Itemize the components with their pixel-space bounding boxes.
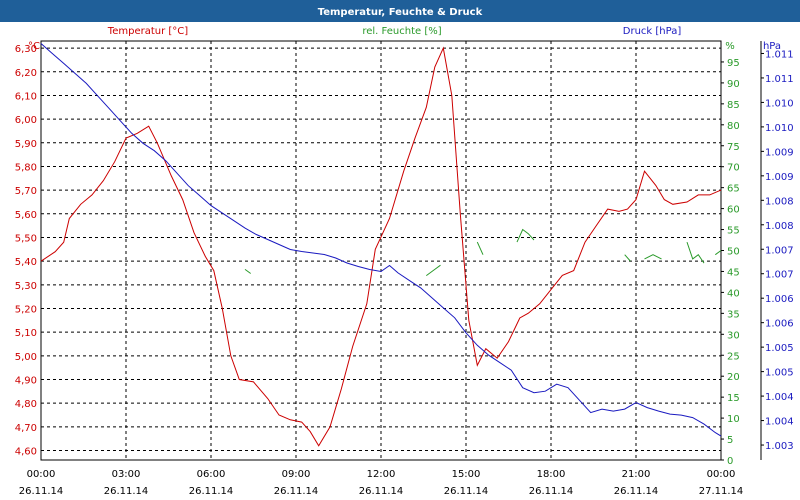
pressure-tick-label: 1.005 bbox=[765, 368, 794, 379]
temperature-tick-label: 4,60 bbox=[15, 447, 37, 458]
humidity-tick-label: 40 bbox=[727, 288, 740, 299]
temperature-tick-label: 5,20 bbox=[15, 304, 37, 315]
date-tick-label: 27.11.14 bbox=[699, 486, 744, 497]
temperature-tick-label: 4,90 bbox=[15, 376, 37, 387]
humidity-tick-label: 5 bbox=[727, 435, 733, 446]
pressure-tick-label: 1.003 bbox=[765, 441, 794, 452]
humidity-tick-label: 85 bbox=[727, 100, 740, 111]
humidity-line-segment bbox=[426, 264, 441, 277]
temperature-tick-label: 6,10 bbox=[15, 91, 37, 102]
time-tick-label: 00:00 bbox=[707, 469, 736, 480]
humidity-tick-label: 10 bbox=[727, 414, 740, 425]
humidity-tick-label: 20 bbox=[727, 372, 740, 383]
pressure-tick-label: 1.006 bbox=[765, 319, 794, 330]
pressure-tick-label: 1.011 bbox=[765, 74, 794, 85]
temperature-tick-label: 5,30 bbox=[15, 281, 37, 292]
humidity-tick-label: 65 bbox=[727, 184, 740, 195]
humidity-unit-label: % bbox=[725, 41, 735, 52]
humidity-tick-label: 25 bbox=[727, 351, 740, 362]
time-tick-label: 03:00 bbox=[112, 469, 141, 480]
date-tick-label: 26.11.14 bbox=[189, 486, 234, 497]
pressure-tick-label: 1.007 bbox=[765, 245, 794, 256]
legend-pressure: Druck [hPa] bbox=[623, 26, 682, 37]
temperature-tick-label: 4,80 bbox=[15, 399, 37, 410]
humidity-line-segment bbox=[516, 228, 535, 243]
date-tick-label: 26.11.14 bbox=[359, 486, 404, 497]
humidity-tick-label: 70 bbox=[727, 163, 740, 174]
time-tick-label: 21:00 bbox=[622, 469, 651, 480]
chart-title: Temperatur, Feuchte & Druck bbox=[318, 7, 483, 18]
temperature-unit-label: °C bbox=[28, 41, 40, 52]
temperature-tick-label: 6,00 bbox=[15, 115, 37, 126]
date-tick-label: 26.11.14 bbox=[19, 486, 64, 497]
time-tick-label: 15:00 bbox=[452, 469, 481, 480]
temperature-tick-label: 5,70 bbox=[15, 186, 37, 197]
humidity-tick-label: 80 bbox=[727, 121, 740, 132]
pressure-tick-label: 1.009 bbox=[765, 172, 794, 183]
humidity-tick-label: 55 bbox=[727, 226, 740, 237]
time-tick-label: 12:00 bbox=[367, 469, 396, 480]
date-tick-label: 26.11.14 bbox=[444, 486, 489, 497]
humidity-line-segment bbox=[624, 254, 631, 262]
pressure-axis: 1.011 1.011 1.010 1.010 1.009 1.009 1.008 1.008… bbox=[760, 41, 794, 460]
temperature-tick-label: 5,90 bbox=[15, 139, 37, 150]
grid-lines bbox=[41, 41, 721, 460]
pressure-line bbox=[40, 43, 722, 437]
time-tick-label: 18:00 bbox=[537, 469, 566, 480]
temperature-line bbox=[40, 46, 722, 447]
pressure-tick-label: 1.008 bbox=[765, 221, 794, 232]
pressure-tick-label: 1.011 bbox=[765, 49, 794, 60]
pressure-tick-label: 1.009 bbox=[765, 147, 794, 158]
time-tick-label: 00:00 bbox=[27, 469, 56, 480]
humidity-tick-label: 0 bbox=[727, 456, 733, 467]
humidity-line-segment bbox=[686, 241, 705, 264]
humidity-tick-label: 95 bbox=[727, 58, 740, 69]
humidity-line-segment bbox=[644, 254, 662, 260]
humidity-tick-label: 45 bbox=[727, 267, 740, 278]
temperature-tick-label: 5,50 bbox=[15, 233, 37, 244]
humidity-line-segment bbox=[715, 250, 722, 256]
temperature-tick-label: 5,60 bbox=[15, 210, 37, 221]
date-tick-label: 26.11.14 bbox=[529, 486, 574, 497]
legend-temperature: Temperatur [°C] bbox=[107, 26, 188, 37]
temperature-tick-label: 5,80 bbox=[15, 162, 37, 173]
date-tick-label: 26.11.14 bbox=[614, 486, 659, 497]
humidity-tick-label: 60 bbox=[727, 205, 740, 216]
pressure-unit-label: hPa bbox=[763, 41, 781, 52]
series-group bbox=[40, 43, 722, 447]
humidity-tick-label: 75 bbox=[727, 142, 740, 153]
temperature-tick-label: 6,20 bbox=[15, 68, 37, 79]
temperature-axis: 6,30 6,20 6,10 6,00 5,90 5,80 5,70 5,60 5,50 5,40… bbox=[15, 44, 37, 457]
humidity-tick-label: 50 bbox=[727, 247, 740, 258]
temperature-tick-label: 4,70 bbox=[15, 423, 37, 434]
humidity-line-segment bbox=[476, 241, 484, 255]
pressure-tick-label: 1.005 bbox=[765, 343, 794, 354]
pressure-tick-label: 1.007 bbox=[765, 270, 794, 281]
pressure-tick-label: 1.004 bbox=[765, 417, 794, 428]
title-bar bbox=[0, 0, 800, 22]
temperature-tick-label: 6,30 bbox=[15, 44, 37, 55]
time-tick-label: 06:00 bbox=[197, 469, 226, 480]
time-tick-label: 09:00 bbox=[282, 469, 311, 480]
temperature-tick-label: 5,40 bbox=[15, 257, 37, 268]
temperature-tick-label: 5,00 bbox=[15, 352, 37, 363]
humidity-tick-label: 90 bbox=[727, 79, 740, 90]
legend-humidity: rel. Feuchte [%] bbox=[362, 26, 441, 37]
time-axis: 00:00 26.11.14 03:00 26.11.14 06:00 26.11.14 0… bbox=[19, 469, 744, 497]
humidity-tick-label: 15 bbox=[727, 393, 740, 404]
date-tick-label: 26.11.14 bbox=[274, 486, 319, 497]
pressure-tick-label: 1.004 bbox=[765, 392, 794, 403]
humidity-line-segment bbox=[244, 268, 251, 274]
date-tick-label: 26.11.14 bbox=[104, 486, 149, 497]
temperature-tick-label: 5,10 bbox=[15, 328, 37, 339]
pressure-tick-label: 1.008 bbox=[765, 196, 794, 207]
pressure-tick-label: 1.010 bbox=[765, 98, 794, 109]
humidity-tick-label: 30 bbox=[727, 330, 740, 341]
humidity-tick-label: 35 bbox=[727, 309, 740, 320]
pressure-tick-label: 1.010 bbox=[765, 123, 794, 134]
pressure-tick-label: 1.006 bbox=[765, 294, 794, 305]
